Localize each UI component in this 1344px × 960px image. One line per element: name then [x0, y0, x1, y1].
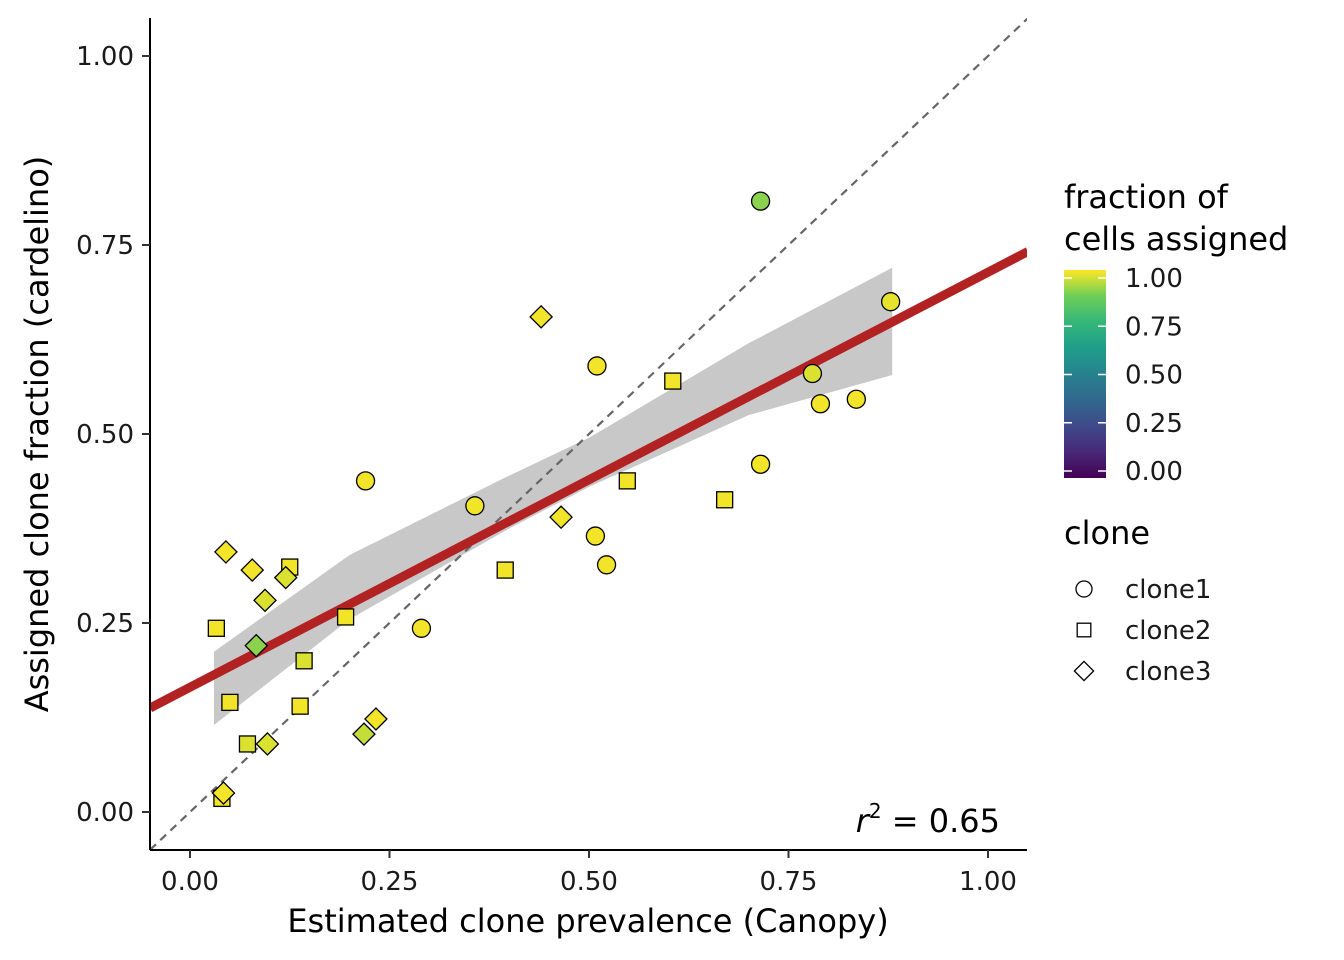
point-clone3-32: [352, 722, 376, 747]
shape-legend-title: clone: [1064, 514, 1150, 552]
point-clone1-2: [587, 356, 607, 376]
point-clone2-14: [716, 491, 734, 509]
point-clone3-30: [244, 633, 269, 658]
colorbar-tick-label: 0.00: [1125, 457, 1183, 487]
r-squared-annotation: r2 = 0.65: [856, 799, 1000, 840]
shape-legend: clone clone1 clone2 clone3: [1064, 514, 1211, 687]
point-clone2-12: [664, 372, 682, 390]
point-clone2-15: [496, 561, 514, 579]
point-clone2-13: [618, 472, 636, 490]
colorbar-tick-label: 0.50: [1125, 361, 1183, 391]
r-squared-value: = 0.65: [882, 802, 1000, 840]
legend-key-clone3: [1073, 660, 1095, 682]
y-tick-label: 0.00: [76, 798, 134, 828]
point-clone1-10: [596, 555, 617, 575]
point-clone3-24: [529, 304, 554, 329]
x-tick-label: 1.00: [959, 867, 1017, 897]
legend-label-clone1: clone1: [1125, 575, 1211, 605]
x-tick-label: 0.00: [161, 867, 219, 897]
y-tick-label: 1.00: [76, 42, 134, 72]
colorbar-ticks: 1.00 0.75 0.50 0.25 0.00: [1064, 264, 1183, 487]
color-legend-title-line2: cells assigned: [1064, 220, 1288, 258]
point-clone2-21: [291, 697, 309, 715]
colorbar-tick-label: 0.75: [1125, 312, 1183, 342]
fit-line: [150, 247, 1027, 713]
point-clone3-34: [211, 781, 236, 806]
point-clone1-9: [585, 526, 606, 546]
point-clone3-28: [273, 565, 298, 590]
r-symbol: r: [856, 802, 871, 840]
y-tick-label: 0.50: [76, 420, 134, 450]
y-tick-label: 0.75: [76, 231, 134, 261]
x-tick-label: 0.25: [361, 867, 419, 897]
legend-key-clone2: [1076, 622, 1092, 638]
legend-key-clone1: [1075, 580, 1093, 598]
x-tick-label: 0.75: [760, 867, 818, 897]
point-clone2-20: [221, 693, 239, 712]
regression-fit-line: [150, 247, 1027, 713]
point-clone1-5: [846, 389, 866, 409]
r-superscript: 2: [869, 799, 882, 823]
point-clone1-4: [810, 394, 831, 414]
point-clone1-1: [880, 292, 901, 312]
point-clone3-31: [364, 707, 388, 731]
identity-reference-line: [150, 18, 1027, 850]
legend-label-clone2: clone2: [1125, 616, 1211, 646]
identity-line: [150, 18, 1027, 850]
colorbar-tick-label: 0.25: [1125, 409, 1183, 439]
point-clone2-17: [336, 608, 355, 626]
x-tick-label: 0.50: [560, 867, 618, 897]
point-clone1-0: [750, 191, 771, 211]
point-clone1-7: [355, 471, 376, 491]
point-clone1-6: [750, 454, 771, 474]
point-clone3-29: [253, 588, 277, 613]
point-clone1-3: [802, 363, 823, 384]
legend-label-clone3: clone3: [1125, 657, 1211, 687]
shape-legend-entries: clone1 clone2 clone3: [1073, 575, 1211, 687]
point-clone3-33: [255, 732, 280, 756]
point-clone2-18: [207, 619, 225, 637]
point-clone3-27: [240, 558, 265, 582]
point-clone2-22: [238, 735, 257, 753]
data-points: [207, 191, 901, 808]
color-legend: fraction of cells assigned 1.00 0.75 0.50 0…: [1064, 178, 1288, 487]
point-clone1-8: [465, 496, 485, 516]
point-clone2-19: [295, 652, 313, 670]
colorbar-tick-label: 1.00: [1125, 264, 1183, 294]
color-legend-title-line1: fraction of: [1064, 178, 1229, 216]
x-axis-ticks: 0.00 0.25 0.50 0.75 1.00: [161, 850, 1017, 897]
x-axis-title: Estimated clone prevalence (Canopy): [287, 902, 888, 940]
point-clone3-26: [213, 540, 238, 564]
y-axis-ticks: 0.00 0.25 0.50 0.75 1.00: [76, 42, 150, 828]
y-tick-label: 0.25: [76, 609, 134, 639]
y-axis-title: Assigned clone fraction (cardelino): [18, 156, 56, 713]
point-clone3-25: [549, 505, 573, 530]
point-clone1-11: [411, 618, 432, 638]
